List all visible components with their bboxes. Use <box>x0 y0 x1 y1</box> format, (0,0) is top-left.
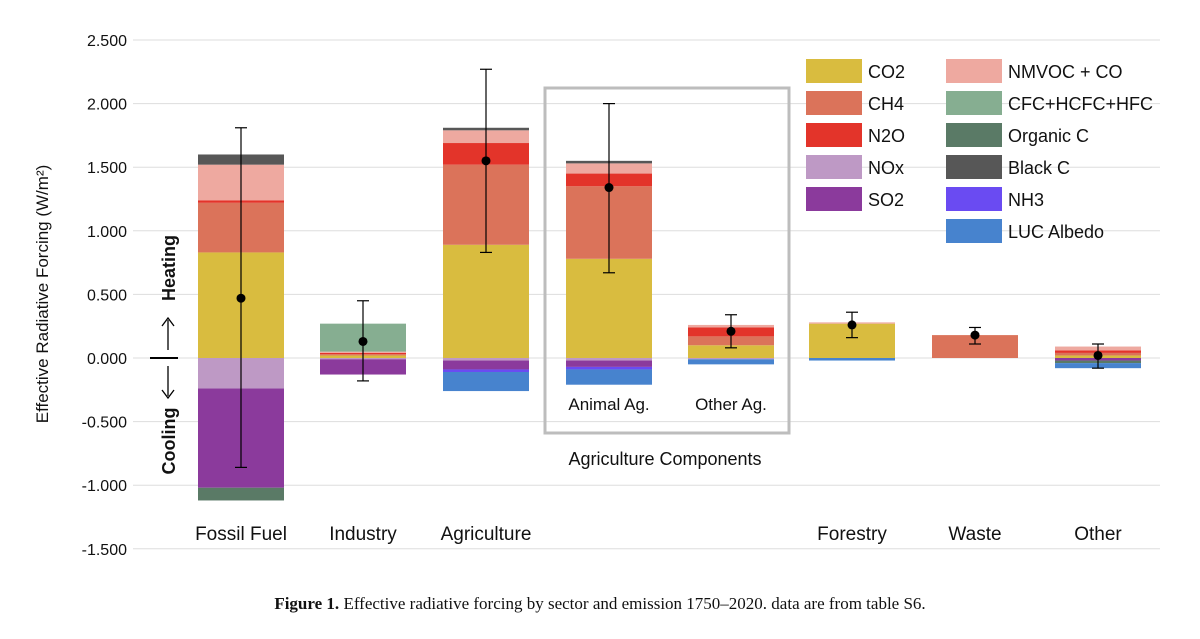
figure-caption-label: Figure 1. <box>274 594 340 613</box>
category-label-other-ag: Other Ag. <box>695 395 767 414</box>
legend-item-cfc-hcfc-hfc: CFC+HCFC+HFC <box>946 91 1153 115</box>
legend-item-nox: NOx <box>806 155 904 179</box>
legend-swatch-nox <box>806 155 862 179</box>
legend-item-luc-albedo: LUC Albedo <box>946 219 1104 243</box>
stacked-bar-chart: -1.500 -1.000 -0.500 0.000 0.500 1.000 1.500 2.… <box>33 33 1160 559</box>
heating-label: Heating <box>159 235 179 301</box>
legend-label-ch4: CH4 <box>868 94 904 114</box>
net-marker-other <box>1093 350 1103 360</box>
segment-animal-ag-nh3 <box>566 366 652 370</box>
y-tick-label: 0.000 <box>87 351 127 368</box>
y-tick-label: -0.500 <box>82 415 127 432</box>
segment-animal-ag-so2 <box>566 360 652 367</box>
y-tick-label: -1.500 <box>82 542 127 559</box>
legend-item-n2o: N2O <box>806 123 905 147</box>
legend-swatch-nh3 <box>946 187 1002 211</box>
legend-label-so2: SO2 <box>868 190 904 210</box>
legend-swatch-ch4 <box>806 91 862 115</box>
y-tick-label: 0.500 <box>87 287 127 304</box>
category-label-forestry: Forestry <box>817 524 887 545</box>
legend-label-black-c: Black C <box>1008 158 1070 178</box>
bars <box>198 127 1141 501</box>
segment-waste-ch4 <box>932 335 1018 358</box>
legend-item-organic-c: Organic C <box>946 123 1089 147</box>
net-marker-fossil-fuel <box>236 293 246 303</box>
cooling-arrow-head <box>161 389 175 400</box>
legend-label-co2: CO2 <box>868 62 905 82</box>
agriculture-components-box <box>543 86 791 435</box>
legend-swatch-nmvoc-co <box>946 59 1002 83</box>
segment-other-ag-luc-albedo <box>688 359 774 365</box>
legend-swatch-n2o <box>806 123 862 147</box>
legend-swatch-luc-albedo <box>946 219 1002 243</box>
net-marker-forestry <box>847 320 857 330</box>
category-label-animal-ag: Animal Ag. <box>568 395 649 414</box>
segment-animal-ag-luc-albedo <box>566 369 652 385</box>
legend-item-so2: SO2 <box>806 187 904 211</box>
segment-animal-ag-nox <box>566 358 652 361</box>
segment-forestry-luc-albedo <box>809 358 895 361</box>
category-label-other: Other <box>1074 524 1122 545</box>
y-tick-label: 2.000 <box>87 97 127 114</box>
agriculture-components-group: Agriculture Components <box>543 86 791 469</box>
legend-swatch-so2 <box>806 187 862 211</box>
y-tick-label: -1.000 <box>82 478 127 495</box>
segment-agriculture-luc-albedo <box>443 371 529 392</box>
net-marker-agriculture <box>481 156 491 166</box>
chart-area: -1.500 -1.000 -0.500 0.000 0.500 1.000 1.500 2.… <box>33 33 1160 559</box>
category-label-waste: Waste <box>948 524 1001 545</box>
heating-arrow-head <box>161 316 175 327</box>
category-label-industry: Industry <box>329 524 397 545</box>
segment-fossil-fuel-organic-c <box>198 487 284 501</box>
legend-label-organic-c: Organic C <box>1008 126 1089 146</box>
legend-label-cfc-hcfc-hfc: CFC+HCFC+HFC <box>1008 94 1153 114</box>
legend-swatch-cfc-hcfc-hfc <box>946 91 1002 115</box>
legend-item-ch4: CH4 <box>806 91 904 115</box>
net-marker-animal-ag <box>604 183 614 193</box>
segment-other-ag-nox <box>688 358 774 360</box>
bar-agriculture <box>443 127 529 392</box>
segment-agriculture-nh3 <box>443 369 529 372</box>
legend-label-nox: NOx <box>868 158 904 178</box>
category-label-agriculture: Agriculture <box>441 524 532 545</box>
legend: CO2 CH4 N2O NOx SO2 NMVOC + CO CFC+HCFC+HFC Org… <box>806 59 1153 243</box>
legend-label-nh3: NH3 <box>1008 190 1044 210</box>
segment-agriculture-so2 <box>443 360 529 370</box>
category-label-fossil-fuel: Fossil Fuel <box>195 524 287 545</box>
legend-item-co2: CO2 <box>806 59 905 83</box>
figure-caption-text: Effective radiative forcing by sector an… <box>339 594 926 613</box>
segment-agriculture-co2 <box>443 244 529 358</box>
segment-other-ag-co2 <box>688 345 774 358</box>
figure-caption: Figure 1. Effective radiative forcing by… <box>0 594 1200 614</box>
segment-animal-ag-co2 <box>566 258 652 358</box>
legend-item-nmvoc-co: NMVOC + CO <box>946 59 1123 83</box>
legend-swatch-black-c <box>946 155 1002 179</box>
y-tick-label: 2.500 <box>87 33 127 50</box>
error-bars <box>235 68 1104 468</box>
legend-label-nmvoc-co: NMVOC + CO <box>1008 62 1123 82</box>
net-marker-other-ag <box>726 326 736 336</box>
category-labels: Fossil Fuel Industry Agriculture Animal Ag.… <box>195 395 1122 545</box>
heating-cooling-annotation: Heating Cooling <box>150 235 179 475</box>
legend-item-black-c: Black C <box>946 155 1070 179</box>
cooling-label: Cooling <box>159 408 179 475</box>
net-marker-waste <box>970 330 980 340</box>
legend-item-nh3: NH3 <box>946 187 1044 211</box>
y-axis: -1.500 -1.000 -0.500 0.000 0.500 1.000 1.500 2.… <box>33 33 127 559</box>
bar-waste <box>932 335 1018 358</box>
legend-label-n2o: N2O <box>868 126 905 146</box>
agriculture-components-label: Agriculture Components <box>568 449 761 469</box>
y-axis-label: Effective Radiative Forcing (W/m²) <box>33 165 52 424</box>
y-tick-label: 1.500 <box>87 160 127 177</box>
segment-agriculture-nox <box>443 358 529 361</box>
legend-swatch-co2 <box>806 59 862 83</box>
legend-swatch-organic-c <box>946 123 1002 147</box>
y-tick-label: 1.000 <box>87 224 127 241</box>
net-marker-industry <box>358 336 368 346</box>
legend-label-luc-albedo: LUC Albedo <box>1008 222 1104 242</box>
